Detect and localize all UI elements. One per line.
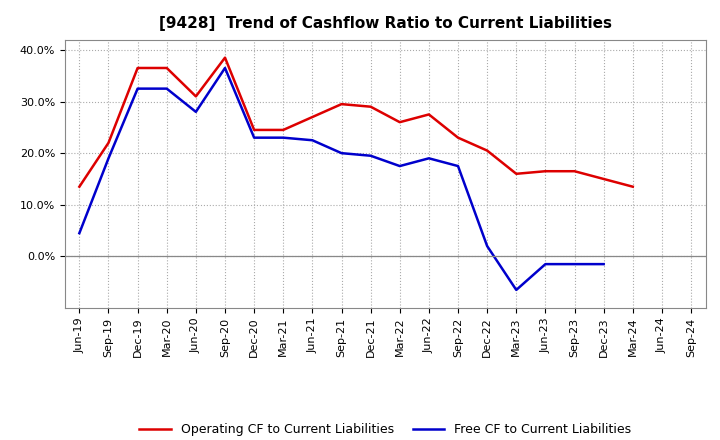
Free CF to Current Liabilities [279, 135, 287, 140]
Operating CF to Current Liabilities [541, 169, 550, 174]
Free CF to Current Liabilities [599, 261, 608, 267]
Operating CF to Current Liabilities [104, 140, 113, 146]
Free CF to Current Liabilities [250, 135, 258, 140]
Free CF to Current Liabilities [395, 163, 404, 169]
Operating CF to Current Liabilities [570, 169, 579, 174]
Free CF to Current Liabilities [308, 138, 317, 143]
Operating CF to Current Liabilities [454, 135, 462, 140]
Operating CF to Current Liabilities [279, 127, 287, 132]
Free CF to Current Liabilities [192, 109, 200, 114]
Operating CF to Current Liabilities [366, 104, 375, 109]
Operating CF to Current Liabilities [425, 112, 433, 117]
Operating CF to Current Liabilities [163, 66, 171, 71]
Title: [9428]  Trend of Cashflow Ratio to Current Liabilities: [9428] Trend of Cashflow Ratio to Curren… [158, 16, 612, 32]
Operating CF to Current Liabilities [512, 171, 521, 176]
Operating CF to Current Liabilities [220, 55, 229, 60]
Free CF to Current Liabilities [366, 153, 375, 158]
Free CF to Current Liabilities [104, 156, 113, 161]
Free CF to Current Liabilities [425, 156, 433, 161]
Operating CF to Current Liabilities [483, 148, 492, 153]
Line: Free CF to Current Liabilities: Free CF to Current Liabilities [79, 68, 603, 290]
Free CF to Current Liabilities [133, 86, 142, 91]
Free CF to Current Liabilities [337, 150, 346, 156]
Free CF to Current Liabilities [483, 243, 492, 249]
Operating CF to Current Liabilities [250, 127, 258, 132]
Legend: Operating CF to Current Liabilities, Free CF to Current Liabilities: Operating CF to Current Liabilities, Fre… [135, 418, 636, 440]
Free CF to Current Liabilities [75, 231, 84, 236]
Operating CF to Current Liabilities [192, 94, 200, 99]
Operating CF to Current Liabilities [395, 120, 404, 125]
Operating CF to Current Liabilities [308, 114, 317, 120]
Free CF to Current Liabilities [220, 66, 229, 71]
Free CF to Current Liabilities [163, 86, 171, 91]
Free CF to Current Liabilities [454, 163, 462, 169]
Operating CF to Current Liabilities [133, 66, 142, 71]
Operating CF to Current Liabilities [599, 176, 608, 182]
Operating CF to Current Liabilities [75, 184, 84, 189]
Operating CF to Current Liabilities [337, 102, 346, 107]
Line: Operating CF to Current Liabilities: Operating CF to Current Liabilities [79, 58, 633, 187]
Free CF to Current Liabilities [541, 261, 550, 267]
Free CF to Current Liabilities [570, 261, 579, 267]
Free CF to Current Liabilities [512, 287, 521, 293]
Operating CF to Current Liabilities [629, 184, 637, 189]
